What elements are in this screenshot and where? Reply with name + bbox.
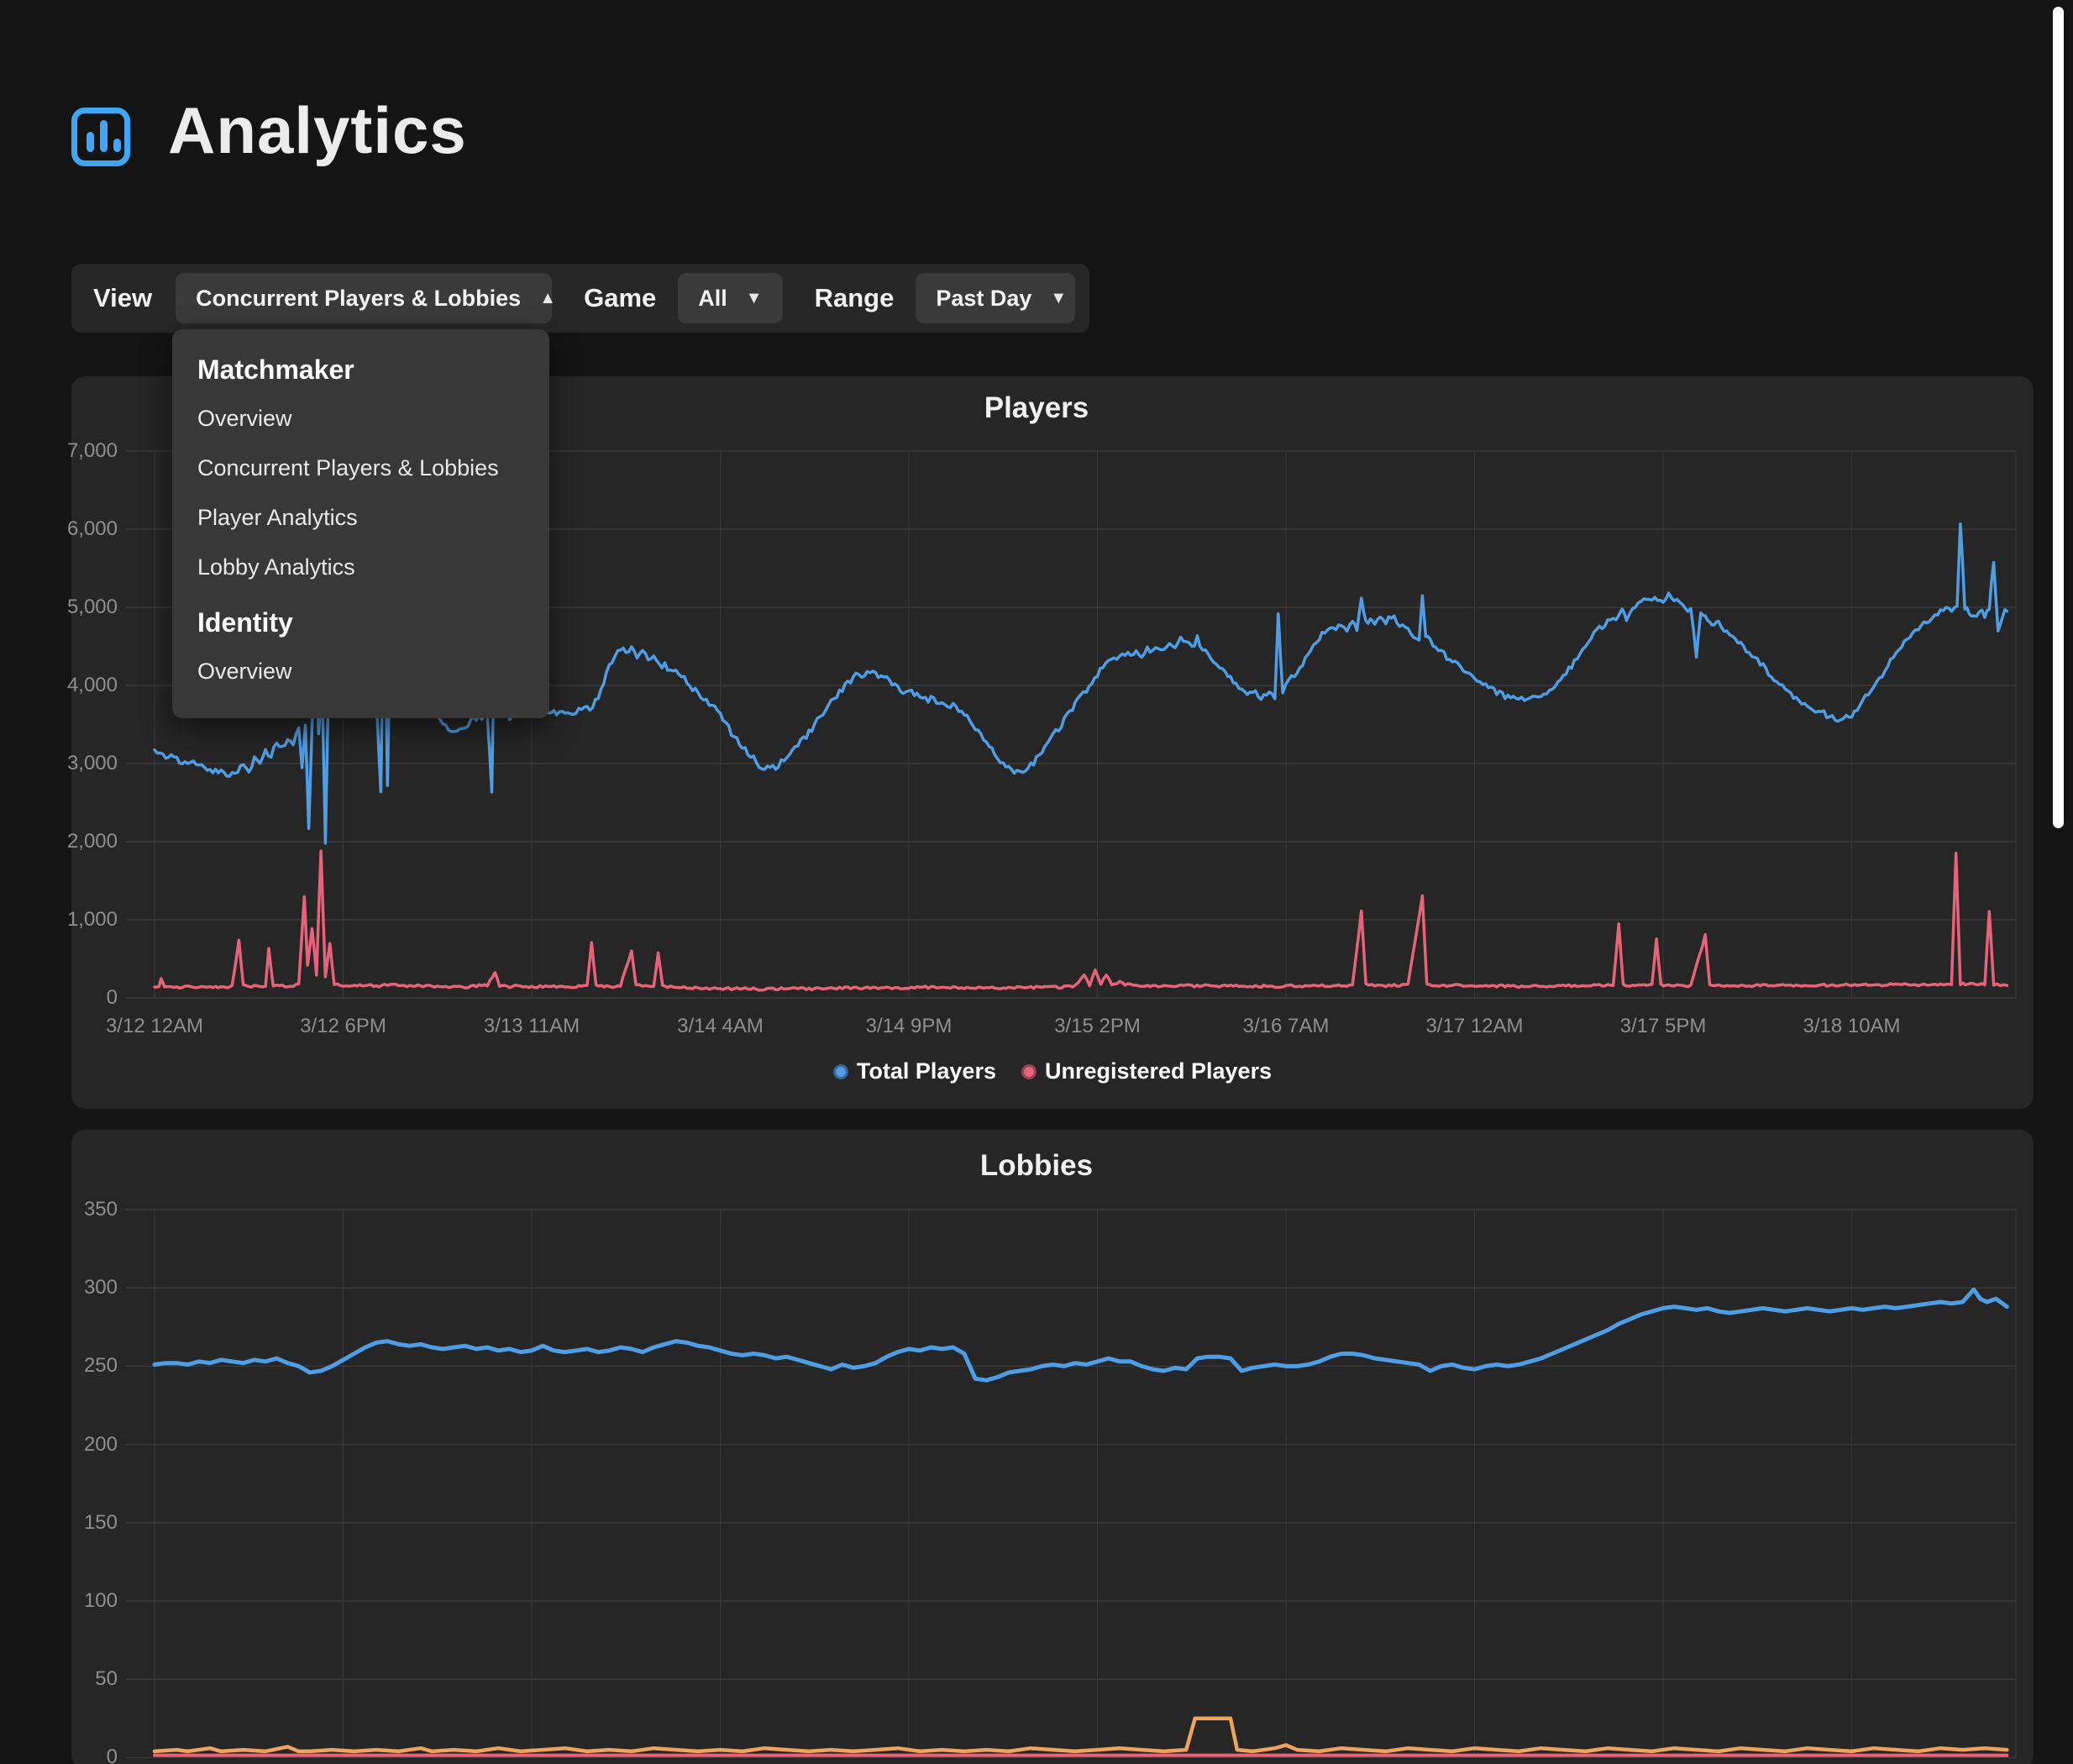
game-select[interactable]: All ▼ (678, 273, 783, 323)
view-select-value: Concurrent Players & Lobbies (196, 285, 522, 311)
chevron-up-icon: ▲ (539, 288, 556, 307)
bar-chart-icon-bar (87, 132, 94, 152)
menu-item-matchmaker-overview[interactable]: Overview (197, 406, 292, 431)
legend-label-total-players: Total Players (856, 1058, 996, 1084)
legend-item-unregistered-players[interactable]: Unregistered Players (1021, 1058, 1272, 1084)
players-chart-legend: Total Players Unregistered Players (71, 1058, 2034, 1084)
range-select[interactable]: Past Day ▼ (916, 273, 1076, 323)
page-title: Analytics (168, 93, 467, 167)
players-chart-title: Players (984, 391, 1089, 424)
legend-dot-total-players-icon (832, 1063, 848, 1079)
legend-item-total-players[interactable]: Total Players (832, 1058, 996, 1084)
menu-section-matchmaker: Matchmaker (197, 354, 354, 385)
game-label: Game (584, 283, 657, 312)
menu-item-lobby-analytics[interactable]: Lobby Analytics (197, 554, 355, 580)
menu-item-identity-overview[interactable]: Overview (197, 659, 292, 684)
game-select-value: All (698, 285, 727, 311)
range-select-value: Past Day (936, 285, 1032, 311)
menu-item-player-analytics[interactable]: Player Analytics (197, 505, 358, 530)
range-label: Range (814, 283, 895, 312)
lobbies-chart-card (71, 1130, 2034, 1764)
menu-item-concurrent-players-lobbies[interactable]: Concurrent Players & Lobbies (197, 455, 499, 480)
chevron-down-icon: ▼ (1050, 288, 1068, 307)
toolbar: View Concurrent Players & Lobbies ▲ Game… (71, 264, 1089, 333)
legend-label-unregistered-players: Unregistered Players (1044, 1058, 1273, 1084)
view-dropdown-menu: Matchmaker Overview Concurrent Players &… (172, 329, 549, 718)
chevron-down-icon: ▼ (745, 288, 763, 307)
menu-section-identity: Identity (197, 607, 293, 638)
page-scrollbar-thumb[interactable] (2053, 7, 2064, 828)
bar-chart-icon-bar (113, 139, 121, 152)
view-select[interactable]: Concurrent Players & Lobbies ▲ (176, 273, 556, 323)
lobbies-chart-title: Lobbies (979, 1149, 1094, 1182)
bar-chart-icon (71, 108, 130, 166)
legend-dot-unregistered-players-icon (1021, 1063, 1036, 1079)
view-label: View (93, 283, 153, 312)
bar-chart-icon-bar (100, 120, 108, 152)
